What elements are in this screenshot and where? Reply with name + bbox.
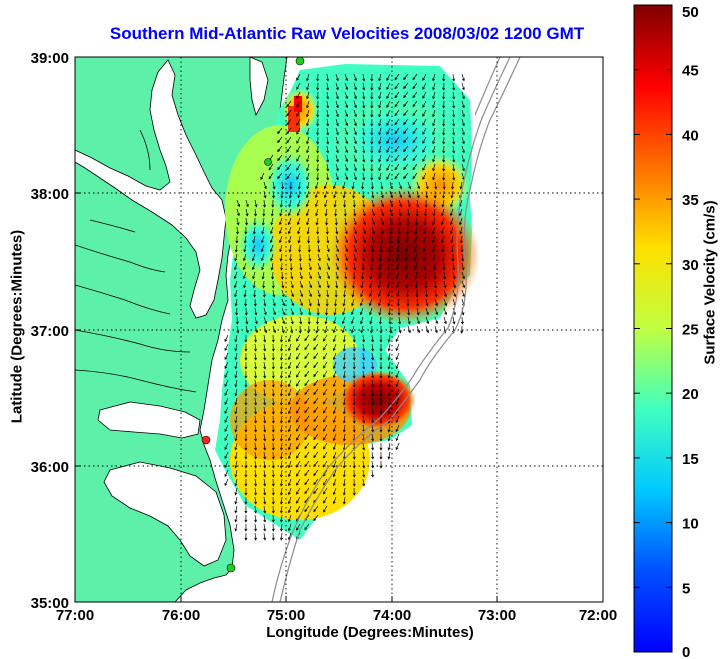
colorbar-tick-label: 50 xyxy=(682,4,699,21)
radar-station-marker xyxy=(264,158,272,166)
pamlico-sound xyxy=(103,461,227,567)
x-tick-label: 73:00 xyxy=(478,607,516,624)
y-tick-label: 39:00 xyxy=(31,50,69,67)
colorbar-tick-label: 25 xyxy=(682,322,699,339)
colorbar-tick-label: 20 xyxy=(682,386,699,403)
x-tick-label: 77:00 xyxy=(56,607,94,624)
x-axis-label: Longitude (Degrees:Minutes) xyxy=(266,624,474,641)
river-lines xyxy=(75,129,197,393)
colorbar-tick-label: 30 xyxy=(682,257,699,274)
colorbar xyxy=(633,4,673,653)
velocity-arrows xyxy=(224,73,466,541)
grid-lines xyxy=(75,57,603,602)
velocity-arrow-set xyxy=(224,73,466,541)
x-tick-label: 72:00 xyxy=(579,607,617,624)
colorbar-tick-label: 15 xyxy=(682,451,699,468)
colorbar-tick-label: 35 xyxy=(682,192,699,209)
y-tick-label: 36:00 xyxy=(31,459,69,476)
colorbar-tick-labels: 0 5 10 15 20 25 30 35 40 45 50 xyxy=(682,4,699,659)
albemarle-sound xyxy=(97,401,201,439)
bathymetry-contours xyxy=(271,57,521,602)
y-axis-label: Latitude (Degrees:Minutes) xyxy=(8,229,26,424)
y-tick-label: 35:00 xyxy=(31,595,69,612)
delaware-bay xyxy=(249,57,269,117)
axis-ticks xyxy=(75,192,498,602)
map-title: Southern Mid-Atlantic Raw Velocities 200… xyxy=(109,24,585,43)
colorbar-tick-label: 10 xyxy=(682,516,699,533)
radar-station-marker xyxy=(201,435,211,445)
colorbar-ticks xyxy=(634,4,672,653)
y-tick-label: 37:00 xyxy=(31,323,69,340)
colorbar-tick-label: 0 xyxy=(682,644,690,659)
x-tick-label: 76:00 xyxy=(162,607,200,624)
colorbar-label: Surface Velocity (cm/s) xyxy=(701,200,719,365)
y-tick-label: 38:00 xyxy=(31,186,69,203)
radar-station-marker xyxy=(295,56,305,66)
radar-station-marker xyxy=(226,563,236,573)
colorbar-tick-label: 40 xyxy=(682,127,699,144)
x-tick-label: 75:00 xyxy=(267,607,305,624)
x-tick-label: 74:00 xyxy=(373,607,411,624)
chesapeake-bay xyxy=(75,59,227,319)
colorbar-tick-label: 5 xyxy=(682,580,690,597)
colorbar-tick-label: 45 xyxy=(682,63,699,80)
